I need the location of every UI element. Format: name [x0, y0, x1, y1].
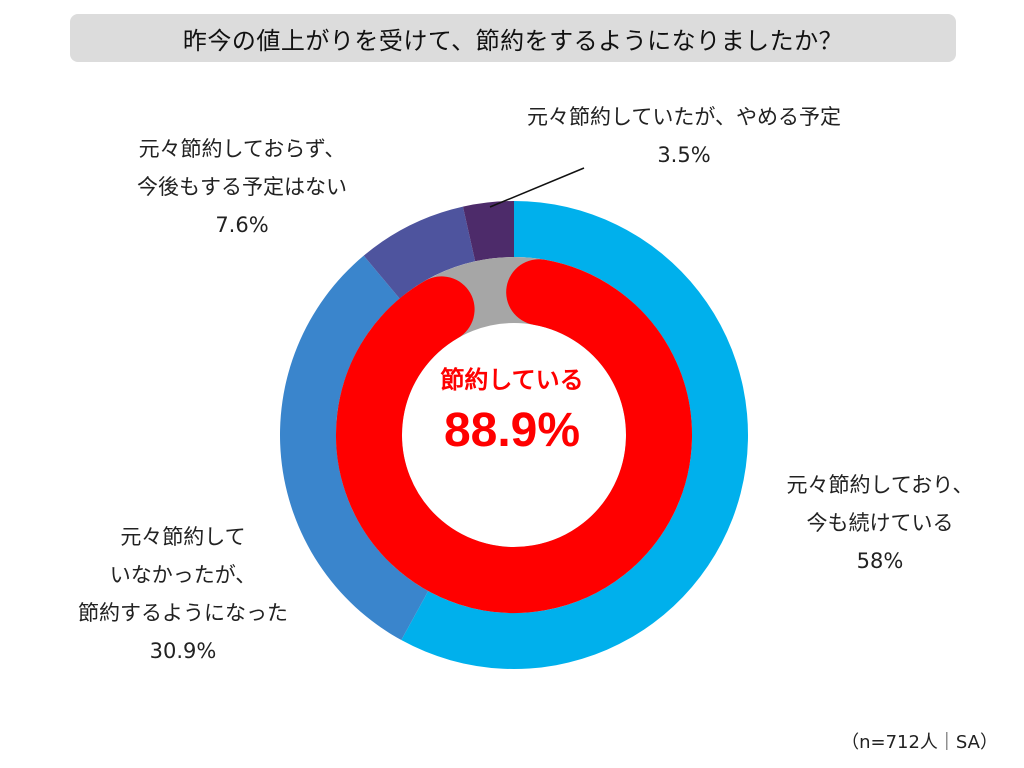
- sample-note: （n=712人｜SA）: [841, 732, 998, 753]
- label-continue-value: 58%: [856, 549, 904, 573]
- outer-slice-quit-plan: [462, 201, 514, 262]
- center-value: 88.9%: [443, 404, 581, 457]
- label-continue: 元々節約しており、 今も続けている 58%: [744, 466, 1016, 580]
- label-quit-plan: 元々節約していたが、やめる予定 3.5%: [484, 98, 884, 174]
- center-label: 節約している: [440, 366, 584, 394]
- label-quit-plan-value: 3.5%: [657, 143, 711, 167]
- inner-ring: [336, 257, 692, 613]
- outer-slice-no-plan: [363, 206, 476, 299]
- outer-slice-started: [280, 255, 429, 641]
- label-started: 元々節約して いなかったが、 節約するようになった 30.9%: [38, 518, 328, 670]
- label-started-line-3: 節約するようになった: [78, 601, 288, 625]
- label-started-line-2: いなかったが、: [109, 563, 257, 587]
- outer-slice-continue: [401, 201, 748, 669]
- center-summary: 節約している 88.9%: [412, 360, 612, 462]
- label-no-plan-line-1: 元々節約しておらず、: [138, 137, 346, 161]
- leader-line: [489, 167, 585, 208]
- label-no-plan-value: 7.6%: [215, 213, 269, 237]
- label-no-plan: 元々節約しておらず、 今後もする予定はない 7.6%: [92, 130, 392, 244]
- label-no-plan-line-2: 今後もする予定はない: [137, 175, 347, 199]
- label-started-value: 30.9%: [149, 639, 217, 663]
- label-continue-line-1: 元々節約しており、: [786, 473, 974, 497]
- label-continue-line-2: 今も続けている: [806, 511, 954, 535]
- inner-arc-saving: [336, 259, 692, 613]
- label-started-line-1: 元々節約して: [120, 525, 246, 549]
- chart-title: 昨今の値上がりを受けて、節約をするようになりましたか？: [70, 14, 956, 62]
- outer-ring: [280, 201, 748, 669]
- label-quit-plan-line-1: 元々節約していたが、やめる予定: [527, 105, 841, 129]
